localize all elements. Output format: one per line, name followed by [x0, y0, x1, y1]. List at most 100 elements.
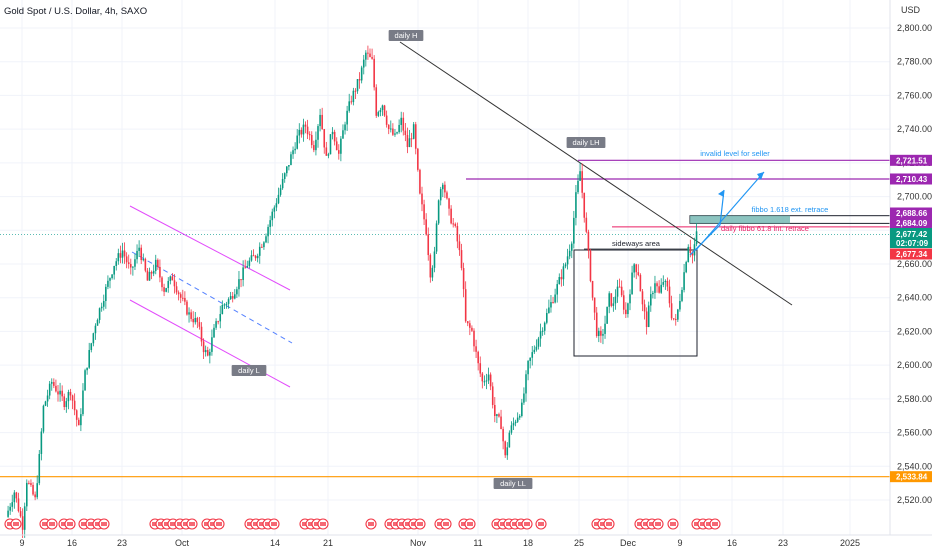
candle-body: [373, 58, 375, 88]
candle-body: [304, 124, 307, 127]
candle-body: [514, 421, 517, 424]
candle-body: [431, 267, 434, 278]
event-flag-icon: [216, 522, 222, 526]
candle-body: [61, 390, 63, 397]
x-tick-label: 21: [323, 538, 333, 548]
candle-body: [111, 274, 113, 279]
candle-body: [98, 308, 101, 320]
y-tick-label: 2,780.00: [897, 57, 932, 67]
candle-body: [381, 105, 384, 111]
candle-body: [144, 259, 147, 271]
drawings-back: [0, 41, 891, 478]
candle-body: [450, 208, 452, 224]
candle-body: [464, 289, 467, 322]
candle-body: [154, 259, 157, 271]
candle-body: [88, 349, 90, 368]
candle-body: [261, 246, 263, 248]
x-tick-label: 18: [523, 538, 533, 548]
event-flag-icon: [81, 522, 87, 526]
candle-body: [44, 401, 47, 406]
price-tag-invalid-bg: [890, 154, 932, 166]
event-flag-icon: [189, 522, 195, 526]
candle-body: [627, 303, 629, 315]
candle-body: [608, 293, 610, 307]
candle-body: [225, 303, 228, 305]
candle-body: [152, 270, 155, 274]
candle-body: [602, 333, 604, 336]
candle-body: [186, 301, 188, 315]
candle-body: [658, 286, 660, 293]
candle-body: [371, 57, 373, 59]
candle-body: [215, 321, 217, 328]
candle-body: [650, 294, 652, 306]
price-axis[interactable]: [890, 0, 932, 550]
candle-body: [50, 382, 53, 384]
candle-body: [354, 90, 357, 92]
annotation-daily-lh-bg: [566, 137, 606, 148]
price-tag-fibbo-ext-top-bg: [890, 207, 932, 219]
event-flag-icon: [461, 522, 467, 526]
event-flag-icon: [405, 522, 411, 526]
event-flag-icon: [61, 522, 67, 526]
x-tick-label: 14: [270, 538, 280, 548]
x-tick-label: Nov: [410, 538, 427, 548]
price-tag-support: 2,533.84: [896, 473, 928, 482]
candle-body: [402, 117, 405, 131]
candle-body: [585, 217, 588, 232]
candles: [7, 45, 698, 539]
annotation-daily-ll-bg: [493, 478, 533, 489]
event-flag-icon: [518, 522, 524, 526]
candle-body: [148, 271, 151, 281]
candle-body: [36, 483, 38, 498]
candle-body: [321, 114, 323, 130]
candle-body: [512, 423, 515, 426]
event-flag-icon: [152, 522, 158, 526]
candle-body: [346, 110, 348, 125]
candle-body: [182, 297, 184, 299]
candle-body: [414, 124, 417, 149]
annotation-fibbo-ext: fibbo 1.618 ext. retrace: [752, 205, 829, 214]
candle-body: [13, 492, 16, 503]
y-tick-label: 2,620.00: [897, 326, 932, 336]
event-flag-icon: [101, 522, 107, 526]
candle-body: [452, 223, 454, 225]
candle-body: [288, 165, 290, 167]
event-flag-icon: [443, 522, 449, 526]
x-tick-label: 11: [473, 538, 482, 548]
event-flag-icon: [712, 522, 718, 526]
price-tag-invalid: 2,721.51: [896, 156, 928, 165]
candle-body: [279, 188, 282, 195]
candle-body: [587, 231, 590, 251]
candle-body: [510, 425, 513, 433]
annotation-fibbo-int: daily fibbo 61.8 int. retrace: [721, 224, 809, 233]
price-tag-support-bg: [890, 471, 932, 483]
x-tick-label: Oct: [175, 538, 190, 548]
candle-body: [92, 333, 95, 344]
candle-body: [86, 367, 88, 371]
candle-body: [546, 312, 548, 323]
economic-events-row[interactable]: [4, 518, 721, 530]
candle-body: [221, 304, 224, 315]
candle-body: [310, 134, 313, 146]
candle-body: [329, 134, 332, 155]
candle-body: [500, 416, 502, 430]
candle-body: [283, 173, 286, 179]
candle-body: [620, 286, 623, 296]
candle-body: [429, 255, 432, 278]
candle-body: [508, 432, 511, 448]
channel-mid: [131, 251, 293, 344]
candle-body: [75, 410, 78, 420]
candle-body: [192, 318, 194, 323]
event-flag-icon: [637, 522, 643, 526]
event-flag-icon: [467, 522, 473, 526]
event-flag-icon: [253, 522, 259, 526]
candle-body: [217, 321, 219, 323]
candle-body: [433, 251, 436, 268]
event-flag-icon: [183, 522, 189, 526]
candle-body: [236, 289, 238, 295]
candle-body: [456, 226, 459, 242]
candle-body: [579, 171, 581, 181]
candle-body: [248, 260, 251, 266]
candle-body: [34, 494, 36, 498]
